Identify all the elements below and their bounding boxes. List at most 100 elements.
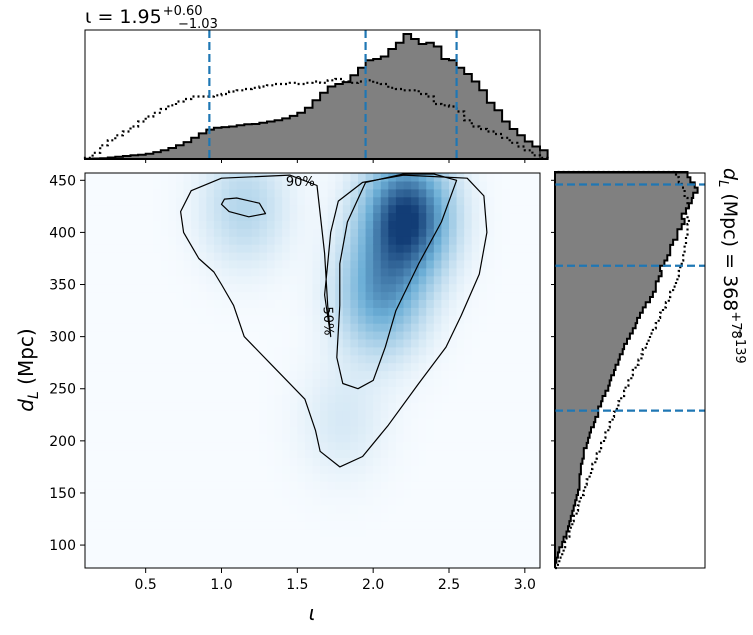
- heat-cell: [145, 188, 154, 198]
- heat-cell: [304, 307, 314, 316]
- heat-cell: [418, 402, 427, 411]
- heat-cell: [403, 173, 412, 182]
- heat-cell: [100, 496, 109, 506]
- heat-cell: [426, 520, 435, 530]
- heat-cell: [267, 283, 276, 293]
- heat-cell: [494, 180, 503, 190]
- heat-cell: [198, 394, 207, 403]
- heat-cell: [509, 275, 518, 285]
- heat-cell: [229, 220, 238, 229]
- heat-cell: [244, 417, 253, 427]
- heat-cell: [418, 528, 427, 537]
- heat-cell: [92, 489, 101, 498]
- heat-cell: [441, 299, 450, 308]
- heat-cell: [183, 299, 192, 308]
- heat-cell: [130, 228, 139, 237]
- heat-cell: [259, 378, 268, 387]
- heat-cell: [304, 299, 314, 308]
- heat-cell: [289, 552, 298, 561]
- heat-cell: [494, 220, 503, 229]
- heat-cell: [327, 331, 336, 340]
- heat-cell: [183, 465, 192, 474]
- heat-cell: [85, 299, 94, 308]
- heat-cell: [191, 315, 200, 324]
- heat-cell: [373, 560, 382, 568]
- heat-cell: [92, 299, 101, 308]
- heat-cell: [85, 173, 94, 182]
- heat-cell: [411, 283, 420, 293]
- heat-cell: [388, 520, 397, 530]
- heat-cell: [449, 188, 458, 198]
- heat-cell: [198, 283, 207, 293]
- heat-cell: [403, 220, 412, 229]
- heat-cell: [145, 528, 154, 537]
- heat-cell: [426, 236, 435, 245]
- heat-cell: [213, 402, 223, 411]
- heat-cell: [267, 354, 276, 364]
- heat-cell: [517, 323, 526, 332]
- heat-cell: [517, 252, 526, 261]
- heat-cell: [441, 180, 450, 190]
- heat-cell: [85, 212, 94, 221]
- heat-cell: [160, 299, 170, 308]
- heat-cell: [115, 259, 124, 269]
- heat-cell: [198, 228, 207, 237]
- heat-cell: [213, 362, 223, 372]
- heat-cell: [289, 323, 298, 332]
- heat-cell: [502, 204, 511, 214]
- heat-cell: [168, 307, 177, 316]
- heat-cell: [107, 544, 116, 553]
- heat-cell: [365, 236, 374, 245]
- heat-cell: [229, 362, 238, 372]
- iota-marginal-frame: [84, 29, 541, 160]
- heat-cell: [107, 425, 116, 435]
- heat-cell: [282, 267, 291, 277]
- heat-cell: [365, 228, 374, 237]
- heat-cell: [411, 410, 420, 419]
- heat-cell: [236, 291, 245, 300]
- heat-cell: [456, 370, 465, 379]
- heat-cell: [380, 275, 389, 285]
- heat-cell: [479, 489, 488, 498]
- heat-cell: [335, 402, 344, 411]
- heat-cell: [532, 481, 540, 490]
- heat-cell: [502, 220, 511, 229]
- heat-cell: [92, 315, 101, 324]
- heat-cell: [441, 354, 450, 364]
- heat-cell: [312, 496, 321, 506]
- heat-cell: [244, 386, 253, 395]
- heat-cell: [115, 204, 124, 214]
- heat-cell: [229, 252, 238, 261]
- heat-cell: [456, 315, 465, 324]
- heat-cell: [517, 220, 526, 229]
- heat-cell: [160, 473, 170, 482]
- heat-cell: [130, 560, 139, 568]
- heat-cell: [532, 433, 540, 443]
- heat-cell: [107, 180, 116, 190]
- heat-cell: [244, 441, 253, 451]
- heat-cell: [198, 307, 207, 316]
- heat-cell: [479, 346, 488, 356]
- heat-cell: [411, 394, 420, 403]
- heat-cell: [456, 520, 465, 530]
- heat-cell: [259, 220, 268, 229]
- heat-cell: [494, 236, 503, 245]
- heat-cell: [342, 212, 352, 221]
- heat-cell: [426, 267, 435, 277]
- heat-cell: [320, 275, 329, 285]
- heat-cell: [221, 394, 230, 403]
- heat-cell: [85, 402, 94, 411]
- heat-cell: [395, 236, 405, 245]
- heat-cell: [160, 457, 170, 466]
- heat-cell: [479, 299, 488, 308]
- heat-cell: [411, 338, 420, 348]
- heat-cell: [411, 220, 420, 229]
- heat-cell: [236, 386, 245, 395]
- heat-cell: [403, 338, 412, 348]
- heat-cell: [259, 291, 268, 300]
- heat-cell: [524, 188, 534, 198]
- heat-cell: [388, 473, 397, 482]
- heat-cell: [411, 370, 420, 379]
- heat-cell: [206, 196, 215, 206]
- heat-cell: [524, 489, 534, 498]
